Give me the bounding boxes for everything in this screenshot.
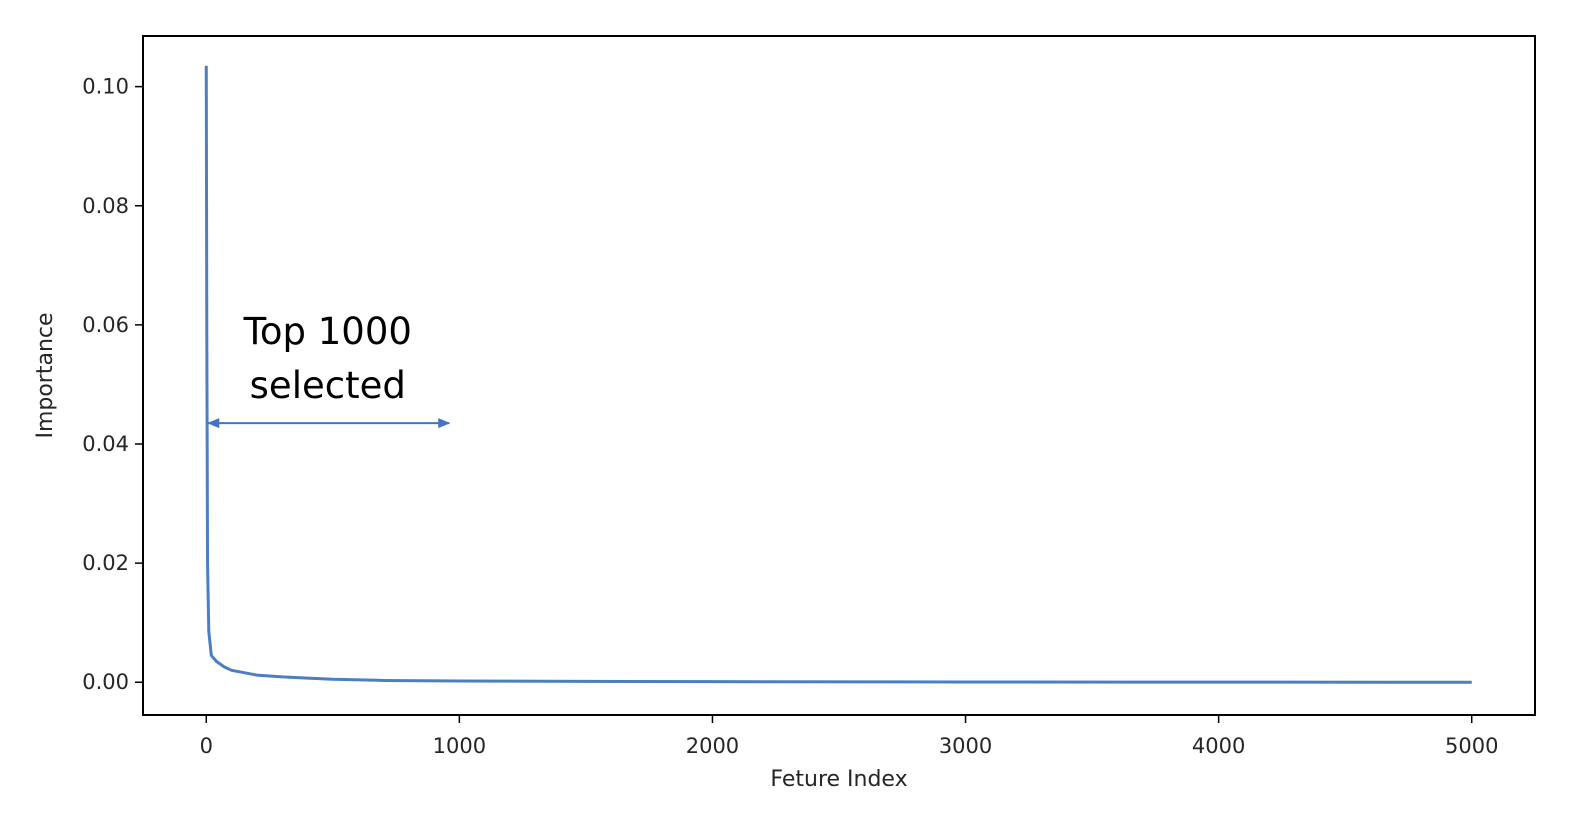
y-axis-label: Importance	[33, 312, 58, 438]
x-tick-label: 4000	[1192, 734, 1245, 758]
annotation: Top 1000 selected	[207, 310, 451, 429]
x-axis-ticks: 0 1000 2000 3000 4000 5000	[200, 715, 1498, 758]
plot-frame	[142, 35, 1536, 716]
y-tick-label: 0.06	[82, 313, 129, 337]
annotation-text-line-2: selected	[250, 364, 406, 407]
x-tick-label: 3000	[939, 734, 992, 758]
y-tick-label: 0.04	[82, 432, 129, 456]
series-line-0	[204, 65, 1472, 684]
x-tick-label: 1000	[433, 734, 486, 758]
x-tick-label: 2000	[686, 734, 739, 758]
y-tick-label: 0.08	[82, 194, 129, 218]
y-tick-label: 0.02	[82, 551, 129, 575]
plot-area	[204, 65, 1472, 684]
y-tick-label: 0.00	[82, 670, 129, 694]
x-tick-label: 0	[200, 734, 213, 758]
annotation-text-line-1: Top 1000	[243, 310, 412, 353]
x-axis-label: Feture Index	[770, 767, 907, 792]
y-tick-label: 0.10	[82, 75, 129, 99]
y-axis-ticks: 0.00 0.02 0.04 0.06 0.08 0.10	[82, 75, 143, 694]
x-tick-label: 5000	[1445, 734, 1498, 758]
